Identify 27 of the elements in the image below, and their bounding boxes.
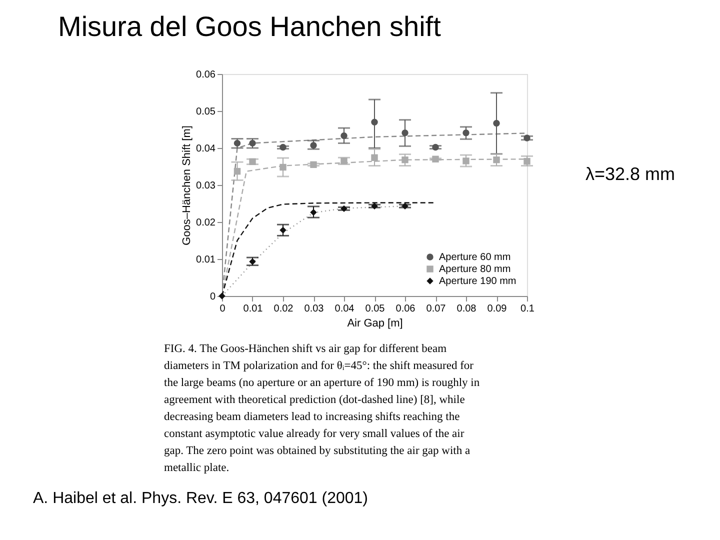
y-tick-label: 0 [210,292,216,302]
text: A. Haibel et al. Phys. Rev. E 63, 047601 (2001) [33,490,368,507]
x-axis-title: Air Gap [m] [347,318,403,330]
x-tick-label: 0.02 [274,304,294,314]
x-tick-label: 0.05 [365,304,386,314]
x-tick-label: 0.08 [456,304,477,314]
chart-title: Misura del Goos Hanchen shift [58,11,442,42]
x-tick-label: 0.06 [396,304,416,314]
text: λ=32.8 mm [585,164,675,184]
y-tick-label: 0.02 [196,218,216,228]
legend-label: Aperture 60 mm [439,252,511,263]
x-tick-label: 0.01 [243,304,264,314]
y-tick-label: 0.06 [196,70,216,80]
x-tick-label: 0.1 [520,304,535,314]
x-tick-label: 0.07 [426,304,446,314]
x-tick-label: 0.03 [304,304,324,314]
x-tick-label: 0.04 [334,304,355,314]
x-tick-label: 0.09 [487,304,508,314]
caption: FIG. 4. The Goos-Hänchen shift vs air gap for different beam diameters in TM polarization and for θᵢ=45°: the shift measured for the large beams (no aperture or an aperture of 190 mm) is roughly in agreement with theoretical prediction (dot-dashed line) [8], while decreasing beam diameters lead to increasing shifts reaching the constant asymptotic value already for very small values of the air gap. The zero point was obtained by substituting the air gap with a metallic plate. [164,343,480,474]
y-tick-label: 0.05 [196,106,216,118]
y-axis-title: Goos–Hänchen Shift [m] [181,126,194,246]
y-tick-label: 0.04 [196,144,216,154]
legend-label: Aperture 80 mm [439,264,511,275]
x-tick-label: 0 [220,304,226,314]
y-tick-label: 0.01 [196,254,216,266]
y-tick-label: 0.03 [196,180,216,192]
legend-label: Aperture 190 mm [439,276,516,287]
